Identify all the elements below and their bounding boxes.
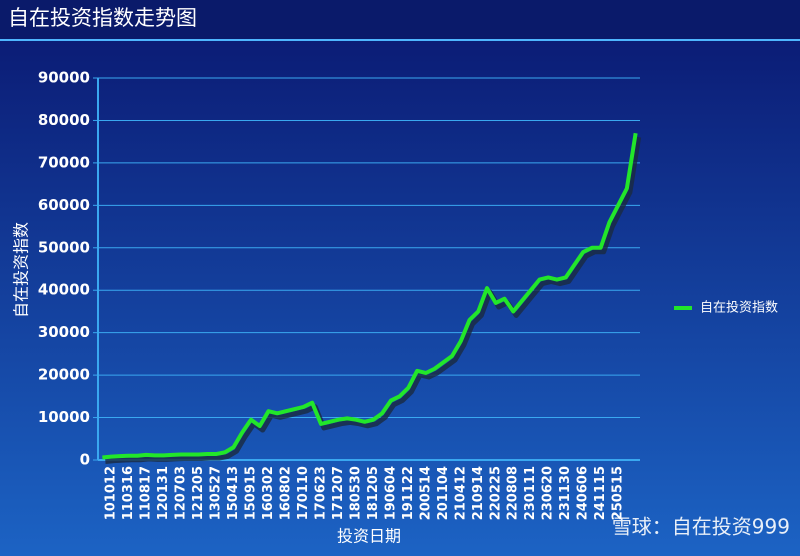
x-tick-label: 150413 bbox=[226, 466, 241, 520]
y-tick-label: 10000 bbox=[38, 408, 90, 426]
x-tick-label: 190604 bbox=[383, 466, 398, 520]
y-tick-label: 50000 bbox=[38, 238, 90, 256]
x-tick-label: 121205 bbox=[191, 466, 206, 520]
x-tick-label: 180530 bbox=[348, 466, 363, 520]
x-tick-label: 160302 bbox=[261, 466, 276, 520]
y-tick-label: 40000 bbox=[38, 281, 90, 299]
x-tick-label: 231130 bbox=[558, 466, 573, 520]
x-tick-label: 120131 bbox=[156, 466, 171, 520]
x-tick-label: 160802 bbox=[278, 466, 293, 520]
x-tick-label: 130527 bbox=[209, 466, 224, 520]
y-tick-label: 30000 bbox=[38, 323, 90, 341]
x-tick-label: 220808 bbox=[506, 466, 521, 520]
x-tick-label: 101012 bbox=[104, 466, 119, 520]
y-tick-label: 60000 bbox=[38, 196, 90, 214]
x-tick-label: 200514 bbox=[418, 466, 433, 520]
x-tick-label: 170623 bbox=[313, 466, 328, 520]
x-tick-label: 210914 bbox=[471, 466, 486, 520]
x-tick-label: 201104 bbox=[436, 466, 451, 520]
x-tick-label: 250515 bbox=[611, 466, 626, 520]
x-tick-label: 241115 bbox=[593, 466, 608, 520]
y-axis-title: 自在投资指数 bbox=[12, 222, 31, 318]
line-shadow bbox=[105, 136, 642, 464]
header bbox=[0, 0, 800, 39]
y-tick-label: 20000 bbox=[38, 366, 90, 384]
x-tick-label: 120703 bbox=[174, 466, 189, 520]
x-tick-label: 150915 bbox=[243, 466, 258, 520]
watermark: 雪球：自在投资999 bbox=[612, 515, 790, 539]
x-tick-label: 170110 bbox=[296, 466, 311, 520]
y-tick-label: 90000 bbox=[38, 69, 90, 87]
x-tick-label: 210412 bbox=[453, 466, 468, 520]
x-tick-label: 230620 bbox=[541, 466, 556, 520]
legend-label: 自在投资指数 bbox=[700, 300, 778, 316]
x-tick-label: 110817 bbox=[139, 466, 154, 520]
x-tick-label: 191122 bbox=[401, 466, 416, 520]
x-tick-label: 171207 bbox=[331, 466, 346, 520]
x-axis-title: 投资日期 bbox=[337, 527, 401, 546]
y-tick-label: 80000 bbox=[38, 111, 90, 129]
line bbox=[102, 132, 638, 460]
x-tick-label: 181205 bbox=[366, 466, 381, 520]
x-tick-label: 240606 bbox=[576, 466, 591, 520]
chart-title: 自在投资指数走势图 bbox=[8, 6, 197, 30]
y-tick-label: 0 bbox=[80, 451, 90, 469]
x-tick-label: 230111 bbox=[523, 466, 538, 520]
x-tick-label: 220225 bbox=[488, 466, 503, 520]
x-tick-label: 110316 bbox=[121, 466, 136, 520]
y-tick-label: 70000 bbox=[38, 153, 90, 171]
